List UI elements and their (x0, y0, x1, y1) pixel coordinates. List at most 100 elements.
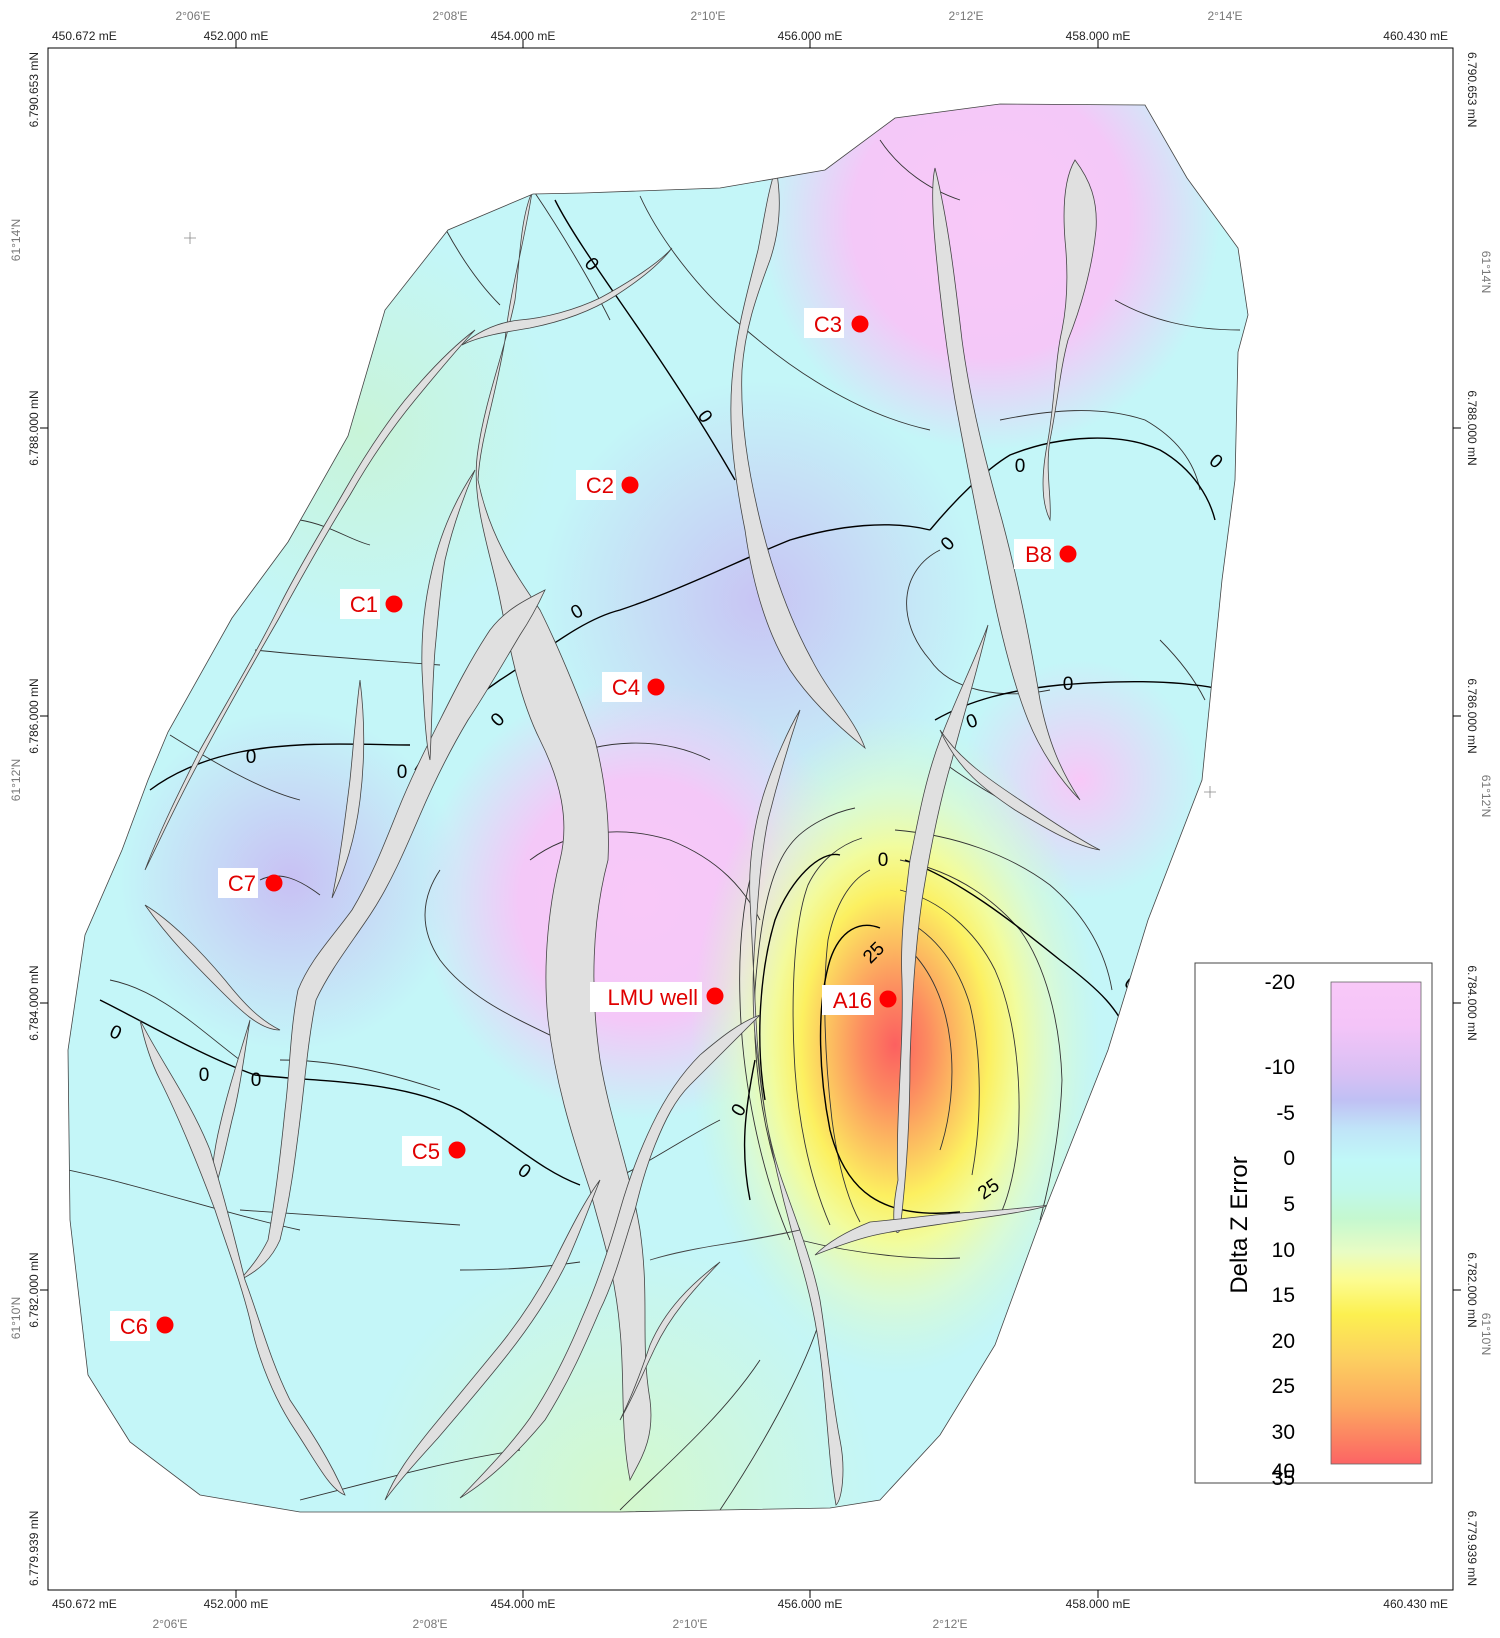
well-label: C3 (814, 312, 842, 337)
labelled-contours (99, 199, 1226, 1214)
region-outline (67, 103, 1249, 1513)
well-b8[interactable]: B8 (1014, 539, 1077, 569)
well-label: B8 (1025, 542, 1052, 567)
fault-16 (384, 1179, 601, 1501)
legend-tick: 15 (1272, 1284, 1295, 1307)
well-marker-dot[interactable] (706, 987, 724, 1005)
legend-tick: -20 (1265, 971, 1295, 994)
contour-label: 0 (1015, 456, 1026, 477)
bottom-longitude-label: 2°08'E (412, 1617, 447, 1631)
left-northing-label: 6.779.939 mN (27, 1511, 41, 1586)
well-c1[interactable]: C1 (340, 589, 403, 619)
fault-11 (421, 469, 476, 761)
left-northing-label: 6.786.000 mN (27, 678, 41, 753)
bottom-easting-label: 456.000 mE (778, 1597, 843, 1611)
well-label-bg (402, 1136, 442, 1166)
contour-label: 0 (246, 747, 257, 768)
bottom-easting-label: 454.000 mE (491, 1597, 556, 1611)
fault-7 (461, 247, 673, 346)
legend-tick: 40 (1272, 1460, 1295, 1483)
fault-12 (144, 904, 281, 1031)
left-latitude-label: 61°12'N (9, 759, 23, 801)
well-label: C5 (412, 1139, 440, 1164)
well-label: LMU well (608, 985, 698, 1010)
well-marker-dot[interactable] (879, 990, 897, 1008)
well-a16[interactable]: A16 (822, 985, 897, 1015)
top-easting-label: 460.430 mE (1383, 29, 1448, 43)
right-northing-label: 6.786.000 mN (1465, 678, 1479, 753)
fault-17 (814, 1204, 1051, 1256)
well-c3[interactable]: C3 (804, 308, 869, 338)
bottom-longitude-label: 2°10'E (672, 1617, 707, 1631)
right-northing-label: 6.784.000 mN (1465, 965, 1479, 1040)
right-northing-label: 6.790.653 mN (1465, 52, 1479, 127)
contour-label: 0 (199, 1065, 210, 1086)
right-latitude-label: 61°10'N (1479, 1313, 1493, 1355)
top-longitude-label: 2°06'E (175, 9, 210, 23)
top-longitude-label: 2°08'E (432, 9, 467, 23)
well-marker-dot[interactable] (265, 874, 283, 892)
legend: Delta Z Error -20 -10 -5 0 5 10 15 20 25… (1194, 962, 1433, 1490)
legend-tick: 10 (1272, 1239, 1295, 1262)
legend-tick: 0 (1283, 1147, 1295, 1170)
bottom-longitude-label: 2°12'E (932, 1617, 967, 1631)
well-marker-dot[interactable] (385, 595, 403, 613)
well-marker-dot[interactable] (1059, 545, 1077, 563)
left-northing-label: 6.784.000 mN (27, 965, 41, 1040)
bottom-longitude-label: 2°06'E (152, 1617, 187, 1631)
well-label-bg (822, 985, 874, 1015)
right-latitude-label: 61°12'N (1479, 775, 1493, 817)
fault-14 (139, 1019, 346, 1496)
left-northing-label: 6.782.000 mN (27, 1252, 41, 1327)
contour-label: 0 (878, 850, 889, 871)
fault-polygons (139, 159, 1101, 1506)
well-marker-dot[interactable] (621, 476, 639, 494)
bottom-easting-label: 450.672 mE (52, 1597, 117, 1611)
bottom-easting-label: 452.000 mE (204, 1597, 269, 1611)
right-latitude-label: 61°14'N (1479, 251, 1493, 293)
well-label: C7 (228, 871, 256, 896)
well-label-bg (602, 672, 642, 702)
legend-tick: 5 (1283, 1193, 1295, 1216)
well-marker-dot[interactable] (448, 1141, 466, 1159)
well-c4[interactable]: C4 (602, 672, 665, 702)
fault-2 (730, 166, 866, 750)
top-easting-label: 450.672 mE (52, 29, 117, 43)
well-marker-dot[interactable] (156, 1316, 174, 1334)
fault-19 (619, 1261, 721, 1421)
well-label: C2 (586, 473, 614, 498)
well-label: C6 (120, 1314, 148, 1339)
fault-3 (932, 167, 1081, 801)
left-latitude-label: 61°14'N (9, 219, 23, 261)
well-c7[interactable]: C7 (218, 868, 283, 898)
frame-ticks (40, 40, 1461, 1598)
well-c5[interactable]: C5 (402, 1136, 466, 1166)
top-easting-label: 456.000 mE (778, 29, 843, 43)
fault-10 (331, 679, 365, 899)
left-latitude-label: 61°10'N (9, 1297, 23, 1339)
well-c6[interactable]: C6 (110, 1311, 174, 1341)
top-easting-label: 452.000 mE (204, 29, 269, 43)
well-label-bg (110, 1311, 150, 1341)
well-label-bg (590, 982, 702, 1012)
fault-18 (649, 1229, 801, 1261)
legend-tick: -10 (1265, 1056, 1295, 1079)
fault-6 (749, 709, 844, 1506)
legend-tick: 20 (1272, 1330, 1295, 1353)
bottom-easting-label: 460.430 mE (1383, 1597, 1448, 1611)
well-label-bg (804, 308, 844, 338)
bottom-easting-label: 458.000 mE (1066, 1597, 1131, 1611)
well-label: A16 (833, 988, 872, 1013)
legend-tick: 25 (1272, 1375, 1295, 1398)
legend-tick: -5 (1276, 1102, 1295, 1125)
top-easting-label: 458.000 mE (1066, 29, 1131, 43)
well-label-bg (576, 470, 616, 500)
well-marker-dot[interactable] (647, 678, 665, 696)
top-easting-label: 454.000 mE (491, 29, 556, 43)
left-northing-label: 6.788.000 mN (27, 390, 41, 465)
well-marker-dot[interactable] (851, 315, 869, 333)
right-northing-label: 6.788.000 mN (1465, 390, 1479, 465)
well-lmu[interactable]: LMU well (590, 982, 724, 1012)
well-label-bg (1014, 539, 1054, 569)
well-c2[interactable]: C2 (576, 470, 639, 500)
